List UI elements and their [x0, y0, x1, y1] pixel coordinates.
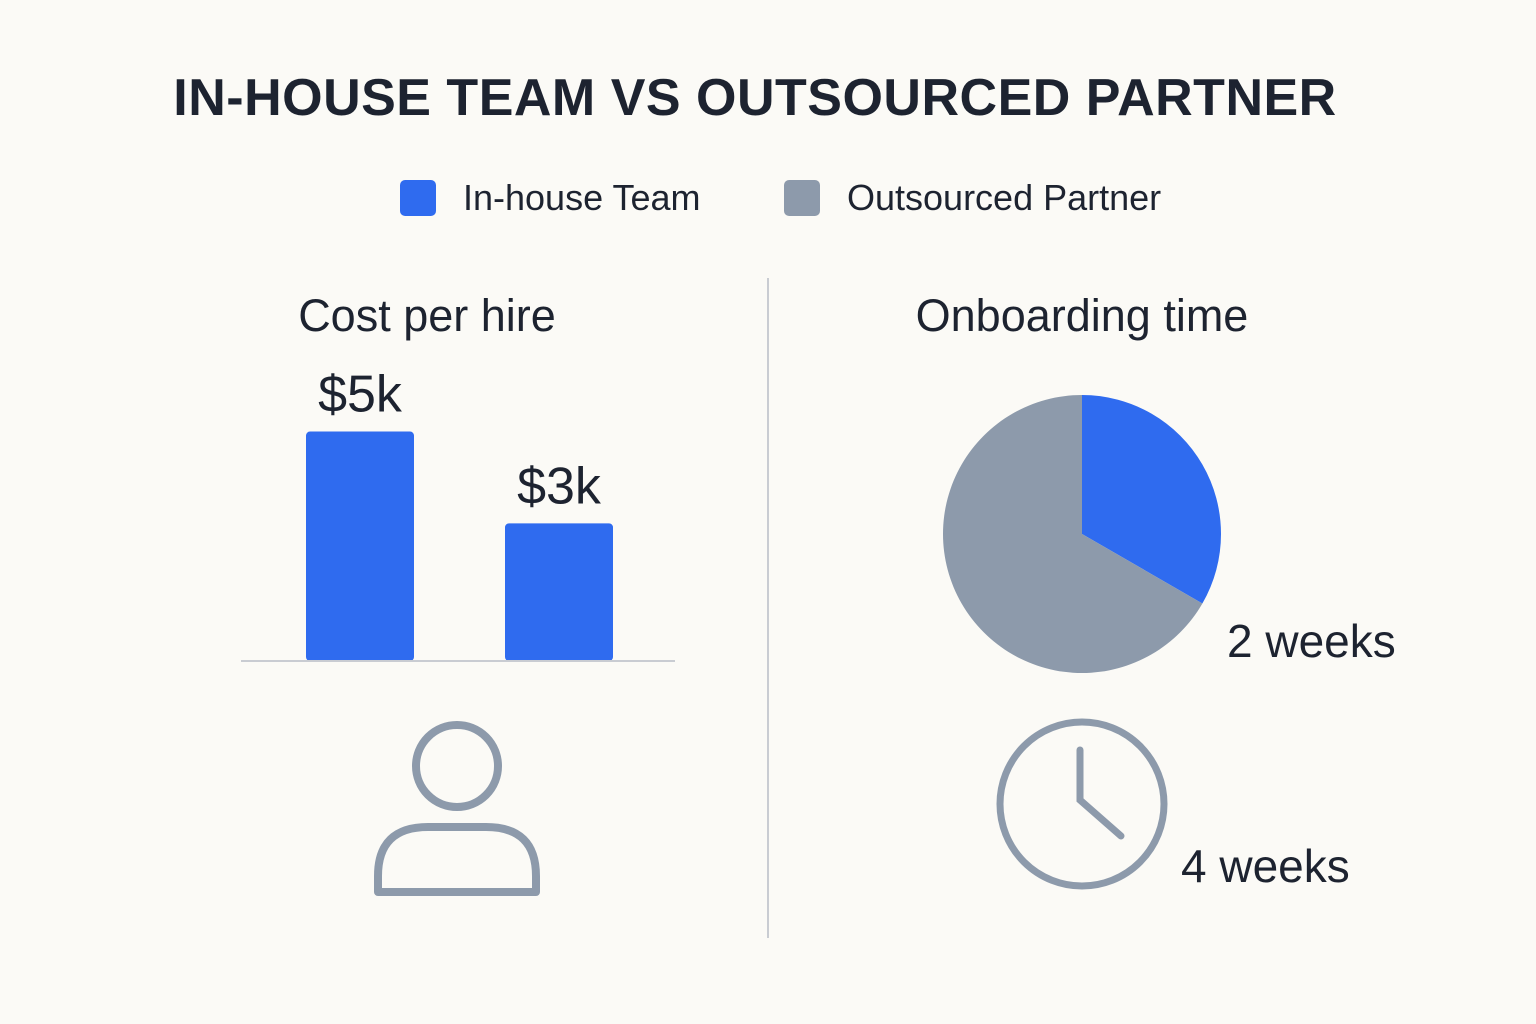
legend-item-in-house: In-house Team [400, 176, 700, 220]
chart-title: IN-HOUSE TEAM VS OUTSOURCED PARTNER [173, 69, 1337, 127]
person-icon [374, 721, 540, 896]
legend-item-outsourced: Outsourced Partner [784, 176, 1161, 220]
legend-label-in-house: In-house Team [463, 177, 701, 218]
legend: In-house Team Outsourced Partner [0, 176, 1536, 220]
clock-icon [996, 718, 1168, 890]
pie-label-1: 4 weeks [1181, 840, 1350, 892]
bar-1 [505, 523, 613, 661]
legend-swatch-outsourced [784, 180, 820, 216]
bar-0 [306, 431, 414, 661]
pie-panel-title: Onboarding time [915, 290, 1249, 341]
pie-slice-1 [943, 395, 1203, 673]
pie-label-0: 2 weeks [1227, 615, 1396, 667]
bar-value-label-1: $3k [517, 457, 602, 515]
cost-bar-chart: $5k $3k [306, 366, 613, 661]
bar-panel-title: Cost per hire [298, 290, 556, 341]
onboarding-pie-chart: 2 weeks 4 weeks [943, 395, 1396, 892]
pie-slice-0 [1082, 395, 1222, 604]
legend-label-outsourced: Outsourced Partner [847, 177, 1162, 218]
bar-value-label-0: $5k [318, 366, 403, 424]
legend-swatch-in-house [400, 180, 436, 216]
panel-divider [767, 278, 769, 938]
